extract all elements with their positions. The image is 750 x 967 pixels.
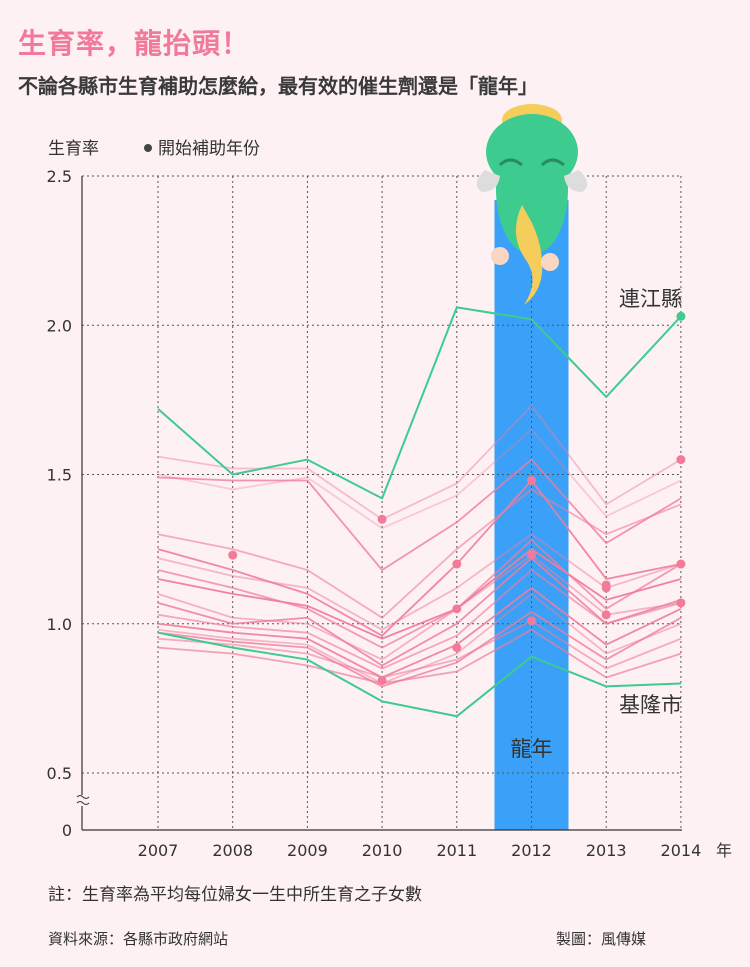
highlight-label: 龍年	[511, 737, 553, 761]
page-title: 生育率，龍抬頭！	[18, 27, 251, 60]
legend-label: 開始補助年份	[158, 139, 260, 159]
x-unit-label: 年	[716, 841, 732, 860]
highlight-band	[494, 200, 569, 830]
y-tick-label: 2.5	[47, 167, 72, 186]
legend-dot	[144, 144, 152, 152]
subsidy-start-point	[676, 311, 686, 321]
x-tick-label: 2008	[212, 841, 253, 860]
subsidy-start-point	[452, 643, 462, 653]
series-line	[157, 488, 682, 619]
subsidy-start-point	[452, 604, 462, 614]
series-line	[157, 533, 682, 631]
y-tick-label: 1.0	[47, 615, 72, 634]
x-tick-label: 2012	[511, 841, 552, 860]
y-tick-label: 0.5	[47, 764, 72, 783]
y-tick-label-zero: 0	[62, 821, 72, 840]
series-line-基隆市	[157, 631, 681, 718]
y-axis-label: 生育率	[48, 139, 99, 159]
subsidy-start-point	[676, 598, 686, 608]
series-line	[157, 610, 682, 688]
chart-credit: 製圖：風傳媒	[556, 930, 647, 948]
subsidy-start-point	[527, 616, 536, 626]
subsidy-start-point	[601, 610, 611, 620]
x-tick-label: 2014	[661, 841, 702, 860]
series-line	[157, 593, 682, 685]
series-line	[157, 404, 682, 521]
subsidy-start-point	[601, 583, 611, 593]
series-line	[157, 587, 682, 679]
series-line-連江縣	[157, 306, 682, 500]
x-tick-label: 2011	[436, 841, 477, 860]
subsidy-start-point	[527, 475, 536, 485]
page-subtitle: 不論各縣市生育補助怎麼給，最有效的催生劑還是「龍年」	[18, 74, 538, 98]
axis-break-icon	[76, 795, 90, 805]
subsidy-start-point	[676, 455, 686, 465]
x-tick-label: 2013	[586, 841, 627, 860]
series-line	[157, 428, 682, 530]
data-source: 資料來源：各縣市政府網站	[48, 930, 229, 948]
series-line	[157, 479, 682, 637]
y-tick-label: 2.0	[47, 316, 72, 335]
footnote: 註：生育率為平均每位婦女一生中所生育之子女數	[48, 885, 422, 905]
series-line	[157, 619, 682, 679]
series-line	[157, 557, 682, 667]
series-line	[157, 458, 682, 571]
series-label: 連江縣	[619, 287, 682, 311]
subsidy-start-point	[452, 559, 462, 569]
x-tick-label: 2009	[287, 841, 328, 860]
series-line	[157, 569, 682, 670]
subsidy-start-point	[527, 550, 536, 560]
series-label: 基隆市	[619, 693, 682, 717]
series-line	[157, 539, 682, 649]
series-line	[157, 628, 682, 685]
series-line	[157, 554, 682, 661]
x-tick-label: 2010	[362, 841, 403, 860]
subsidy-start-point	[676, 559, 686, 569]
subsidy-start-point	[377, 675, 387, 685]
x-tick-label: 2007	[138, 841, 179, 860]
subsidy-start-point	[228, 550, 238, 560]
y-tick-label: 1.5	[47, 466, 72, 485]
series-line	[157, 548, 682, 640]
dragon-icon	[476, 104, 588, 305]
subsidy-start-point	[377, 514, 387, 524]
